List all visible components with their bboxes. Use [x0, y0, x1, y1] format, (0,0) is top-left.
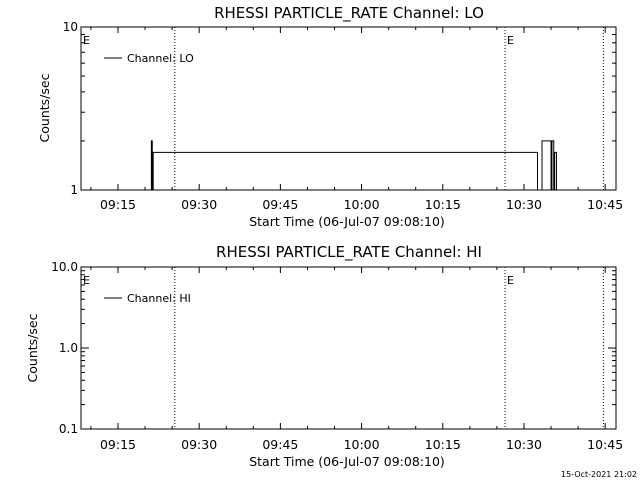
- x-tick-label-hi: 10:30: [506, 437, 542, 452]
- chart-title-lo: RHESSI PARTICLE_RATE Channel: LO: [214, 4, 484, 23]
- legend-label-lo: Channel: LO: [127, 52, 194, 65]
- y-axis-label-hi: Counts/sec: [25, 313, 40, 382]
- x-tick-label-hi: 10:45: [587, 437, 623, 452]
- ticks-hi: 09:15 09:30 09:45 10:00 10:15 10:30 10:45: [81, 267, 623, 452]
- x-tick-label-lo: 10:30: [506, 197, 542, 212]
- panel-hi: RHESSI PARTICLE_RATE Channel: HI Counts/…: [25, 243, 623, 469]
- vertical-lines-lo: [174, 27, 604, 190]
- ticks-lo: 09:15 09:30 09:45 10:00 10:15 10:30 10:45: [81, 27, 623, 212]
- event-marker-label-lo: E: [507, 34, 514, 47]
- legend-label-hi: Channel: HI: [127, 292, 191, 305]
- y-axis-label-lo: Counts/sec: [37, 73, 52, 142]
- footer-timestamp: 15-Oct-2021 21:02: [561, 470, 637, 479]
- y-tick-label-hi-0-1: 0.1: [59, 422, 78, 436]
- y-tick-label-lo-10: 10: [63, 20, 78, 34]
- x-axis-label-hi: Start Time (06-Jul-07 09:08:10): [249, 454, 445, 469]
- series-lo: [149, 140, 557, 191]
- x-tick-label-lo: 10:00: [344, 197, 380, 212]
- x-tick-label-hi: 10:15: [425, 437, 461, 452]
- x-tick-label-lo: 09:15: [100, 197, 136, 212]
- event-marker-label-hi: E: [83, 274, 90, 287]
- x-tick-label-lo: 10:15: [425, 197, 461, 212]
- x-tick-label-lo: 09:45: [262, 197, 298, 212]
- y-tick-label-lo-1: 1: [70, 183, 78, 197]
- x-tick-label-hi: 09:15: [100, 437, 136, 452]
- y-tick-label-hi-1: 1.0: [59, 341, 78, 355]
- vertical-lines-hi: [174, 267, 604, 429]
- x-axis-label-lo: Start Time (06-Jul-07 09:08:10): [249, 214, 445, 229]
- x-tick-label-lo: 09:30: [181, 197, 217, 212]
- panel-lo: RHESSI PARTICLE_RATE Channel: LO Counts/…: [37, 4, 623, 229]
- chart-title-hi: RHESSI PARTICLE_RATE Channel: HI: [216, 243, 482, 262]
- x-tick-label-hi: 10:00: [344, 437, 380, 452]
- x-tick-label-hi: 09:45: [262, 437, 298, 452]
- event-marker-label-lo: E: [83, 34, 90, 47]
- x-tick-label-hi: 09:30: [181, 437, 217, 452]
- y-tick-label-hi-10: 10.0: [51, 260, 78, 274]
- plot-frame-lo: [80, 26, 617, 191]
- series-line-lo: [149, 140, 557, 191]
- x-tick-label-lo: 10:45: [587, 197, 623, 212]
- event-marker-label-hi: E: [507, 274, 514, 287]
